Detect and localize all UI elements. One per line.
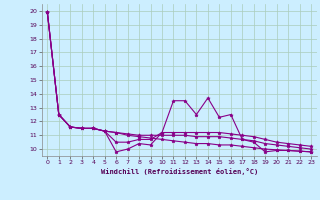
X-axis label: Windchill (Refroidissement éolien,°C): Windchill (Refroidissement éolien,°C) <box>100 168 258 175</box>
